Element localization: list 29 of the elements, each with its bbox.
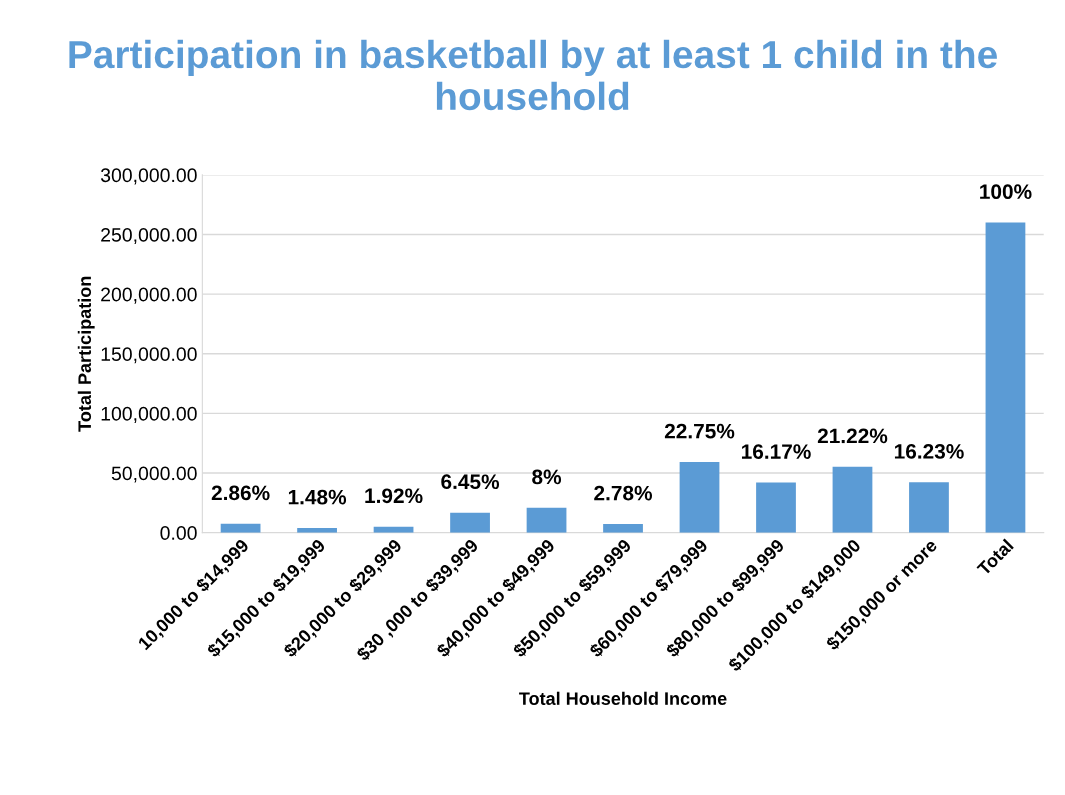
annotation: 1.48% [288,489,347,505]
bar [832,466,873,533]
y-tick-label: 50,000.00 [111,466,197,483]
annotation: 2.78% [594,485,653,501]
annotation: 8% [532,469,562,485]
bar [526,507,567,533]
bar [450,512,490,533]
bar [756,482,796,533]
y-tick-label: 150,000.00 [101,347,197,364]
y-tick-label: 300,000.00 [100,168,197,185]
y-axis-title: Total Participation [77,276,95,432]
y-tick-label: 250,000.00 [101,227,197,245]
y-tick-label: 200,000.00 [101,287,197,304]
x-axis-title: Total Household Income [519,691,727,705]
chart-title: Participation in basketball by at least 1 child in the household [69,39,997,111]
annotation: 16.23% [894,444,964,459]
bar [603,524,643,533]
bar [679,462,720,533]
annotation: 1.92% [365,488,423,504]
annotation: 2.86% [211,485,270,501]
y-tick-label: 0.00 [160,526,197,540]
annotation: 6.45% [441,474,500,490]
annotation: 100% [980,184,1032,200]
annotation: 16.17% [741,444,811,459]
bar [909,482,949,533]
annotation: 21.22% [817,428,888,444]
y-tick-label: 100,000.00 [101,406,197,423]
bar [985,222,1026,533]
annotation: 22.75% [664,423,735,439]
